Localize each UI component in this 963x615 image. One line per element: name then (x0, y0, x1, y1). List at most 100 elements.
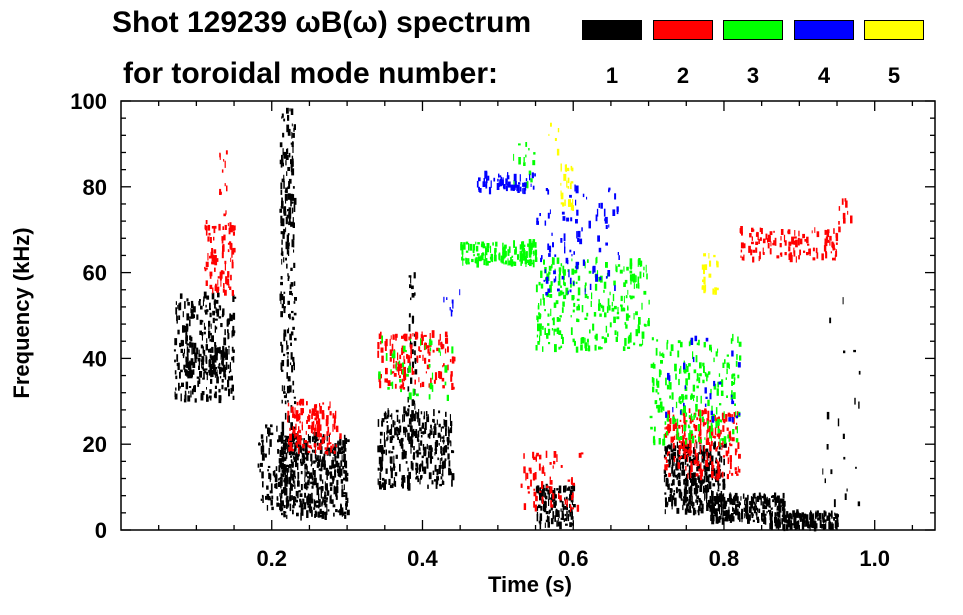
data-mark (562, 513, 564, 520)
data-mark (209, 302, 211, 310)
data-mark (386, 421, 388, 423)
data-mark (748, 245, 751, 253)
data-mark (558, 267, 562, 272)
data-mark (604, 312, 607, 318)
data-mark (664, 469, 667, 478)
data-mark (525, 142, 528, 147)
data-mark (175, 375, 178, 380)
data-mark (205, 310, 208, 315)
data-mark (229, 225, 233, 233)
data-mark (329, 471, 331, 475)
data-mark (216, 369, 218, 372)
data-mark (439, 333, 441, 341)
data-mark (736, 422, 738, 425)
data-mark (270, 483, 273, 491)
data-mark (721, 517, 725, 525)
data-mark (297, 436, 300, 444)
data-mark (553, 488, 556, 496)
data-mark (741, 518, 743, 523)
data-mark (289, 487, 292, 494)
data-mark (403, 414, 405, 422)
data-mark (665, 477, 669, 481)
data-mark (301, 458, 303, 464)
data-mark (194, 398, 197, 403)
data-mark (485, 260, 489, 266)
data-mark (564, 246, 566, 254)
data-mark (294, 497, 297, 502)
data-mark (740, 226, 743, 234)
data-mark (286, 359, 289, 367)
data-mark (572, 484, 576, 492)
data-mark (523, 453, 525, 459)
data-mark (679, 401, 682, 405)
data-mark (345, 460, 348, 469)
data-mark (661, 406, 664, 410)
data-mark (339, 508, 342, 516)
data-mark (699, 477, 703, 485)
data-mark (558, 274, 561, 281)
data-mark (215, 326, 218, 330)
data-mark (554, 515, 556, 522)
data-mark (306, 401, 308, 406)
data-mark (385, 468, 388, 474)
data-mark (280, 473, 282, 479)
data-mark (402, 414, 404, 423)
data-mark (201, 391, 205, 396)
data-mark (692, 394, 695, 398)
data-mark (541, 467, 545, 474)
data-mark (308, 414, 310, 418)
data-mark (189, 319, 191, 327)
data-mark (403, 429, 405, 436)
data-mark (717, 461, 720, 469)
data-mark (226, 319, 229, 327)
data-mark (741, 508, 744, 514)
data-mark (217, 366, 220, 369)
data-mark (283, 306, 286, 309)
data-mark (532, 185, 535, 190)
data-mark (754, 508, 756, 514)
data-mark (288, 314, 291, 318)
data-mark (764, 505, 768, 510)
data-mark (572, 309, 575, 313)
data-mark (568, 510, 570, 513)
data-mark (709, 431, 711, 439)
legend-swatch-3 (723, 20, 783, 40)
data-mark (556, 520, 558, 527)
data-mark (342, 465, 345, 470)
data-mark (683, 362, 686, 370)
data-mark (224, 367, 226, 375)
data-mark (553, 302, 557, 308)
data-mark (676, 458, 679, 464)
data-mark (325, 447, 328, 454)
data-mark (560, 202, 564, 205)
data-mark (590, 300, 592, 307)
data-mark (690, 464, 693, 473)
data-mark (671, 392, 674, 400)
data-mark (294, 337, 297, 341)
data-mark (343, 442, 346, 446)
data-mark (227, 329, 229, 333)
data-mark (653, 426, 656, 432)
data-mark (417, 478, 419, 483)
data-mark (442, 365, 444, 368)
data-mark (434, 479, 437, 482)
data-mark (380, 466, 383, 470)
data-mark (451, 356, 455, 364)
data-mark (738, 468, 741, 473)
data-mark (418, 355, 421, 358)
data-mark (393, 356, 395, 364)
data-mark (845, 200, 848, 208)
data-mark (777, 511, 779, 517)
data-mark (670, 493, 672, 500)
data-mark (281, 200, 284, 206)
data-mark (838, 226, 841, 233)
data-mark (200, 359, 202, 363)
data-mark (665, 377, 667, 386)
data-mark (387, 386, 390, 390)
data-mark (190, 358, 194, 366)
data-mark (683, 405, 685, 413)
data-mark (576, 318, 579, 322)
data-mark (709, 495, 711, 503)
data-mark (206, 338, 208, 344)
data-mark (665, 459, 668, 463)
